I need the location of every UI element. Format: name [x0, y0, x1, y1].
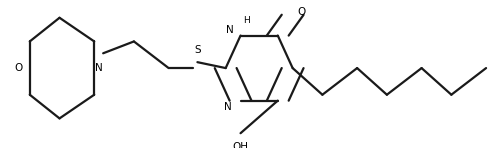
Text: OH: OH [233, 141, 248, 148]
Text: S: S [194, 45, 201, 55]
Text: N: N [224, 102, 232, 112]
Text: O: O [15, 63, 23, 73]
Text: H: H [243, 16, 250, 25]
Text: N: N [95, 63, 103, 73]
Text: O: O [298, 7, 306, 17]
Text: N: N [226, 25, 234, 35]
